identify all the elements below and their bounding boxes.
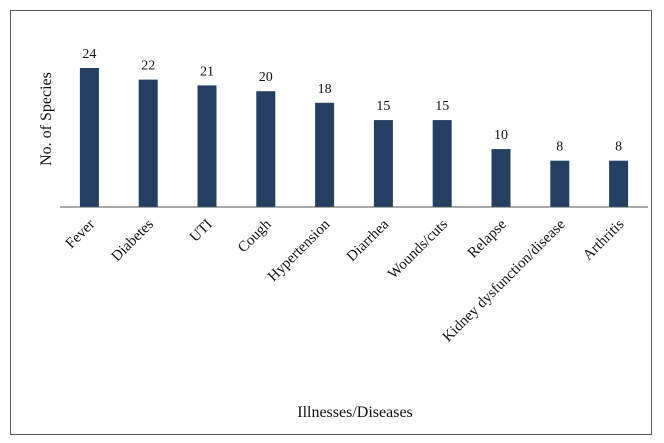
x-tick-label: Diabetes xyxy=(109,216,158,265)
bar xyxy=(491,149,511,207)
chart-frame xyxy=(10,10,652,435)
data-label: 21 xyxy=(200,64,214,79)
x-axis-title: Illnesses/Diseases xyxy=(297,404,413,421)
x-tick-label: Diarrhea xyxy=(344,216,393,265)
data-labels: 24 22 21 20 18 15 15 10 8 8 xyxy=(82,47,622,155)
x-tick-label: Wounds/cuts xyxy=(385,216,451,282)
data-label: 22 xyxy=(141,59,155,74)
bar xyxy=(609,160,629,207)
x-tick-label: Fever xyxy=(63,217,98,252)
y-axis-title: No. of Species xyxy=(38,72,55,166)
data-label: 20 xyxy=(259,70,273,85)
bar xyxy=(373,120,393,207)
x-tick-label: Hypertension xyxy=(265,216,334,285)
data-label: 15 xyxy=(435,99,449,114)
bar xyxy=(256,91,276,207)
x-tick-label: Cough xyxy=(235,216,275,256)
x-tick-label: Relapse xyxy=(465,216,510,261)
data-label: 24 xyxy=(82,47,96,62)
data-label: 8 xyxy=(615,140,622,155)
bar xyxy=(79,68,99,207)
data-label: 15 xyxy=(376,99,390,114)
bar xyxy=(432,120,452,207)
bar-series xyxy=(79,68,629,208)
x-tick-label: Arthritis xyxy=(580,216,627,263)
bar xyxy=(315,102,335,208)
data-label: 18 xyxy=(318,82,332,97)
x-tick-label: UTI xyxy=(187,217,216,246)
data-label: 8 xyxy=(556,140,563,155)
bar xyxy=(550,160,570,207)
bar xyxy=(197,85,217,207)
x-tick-label: Kidney dysfunction/disease xyxy=(440,216,569,345)
data-label: 10 xyxy=(494,128,508,143)
bar xyxy=(138,79,158,207)
